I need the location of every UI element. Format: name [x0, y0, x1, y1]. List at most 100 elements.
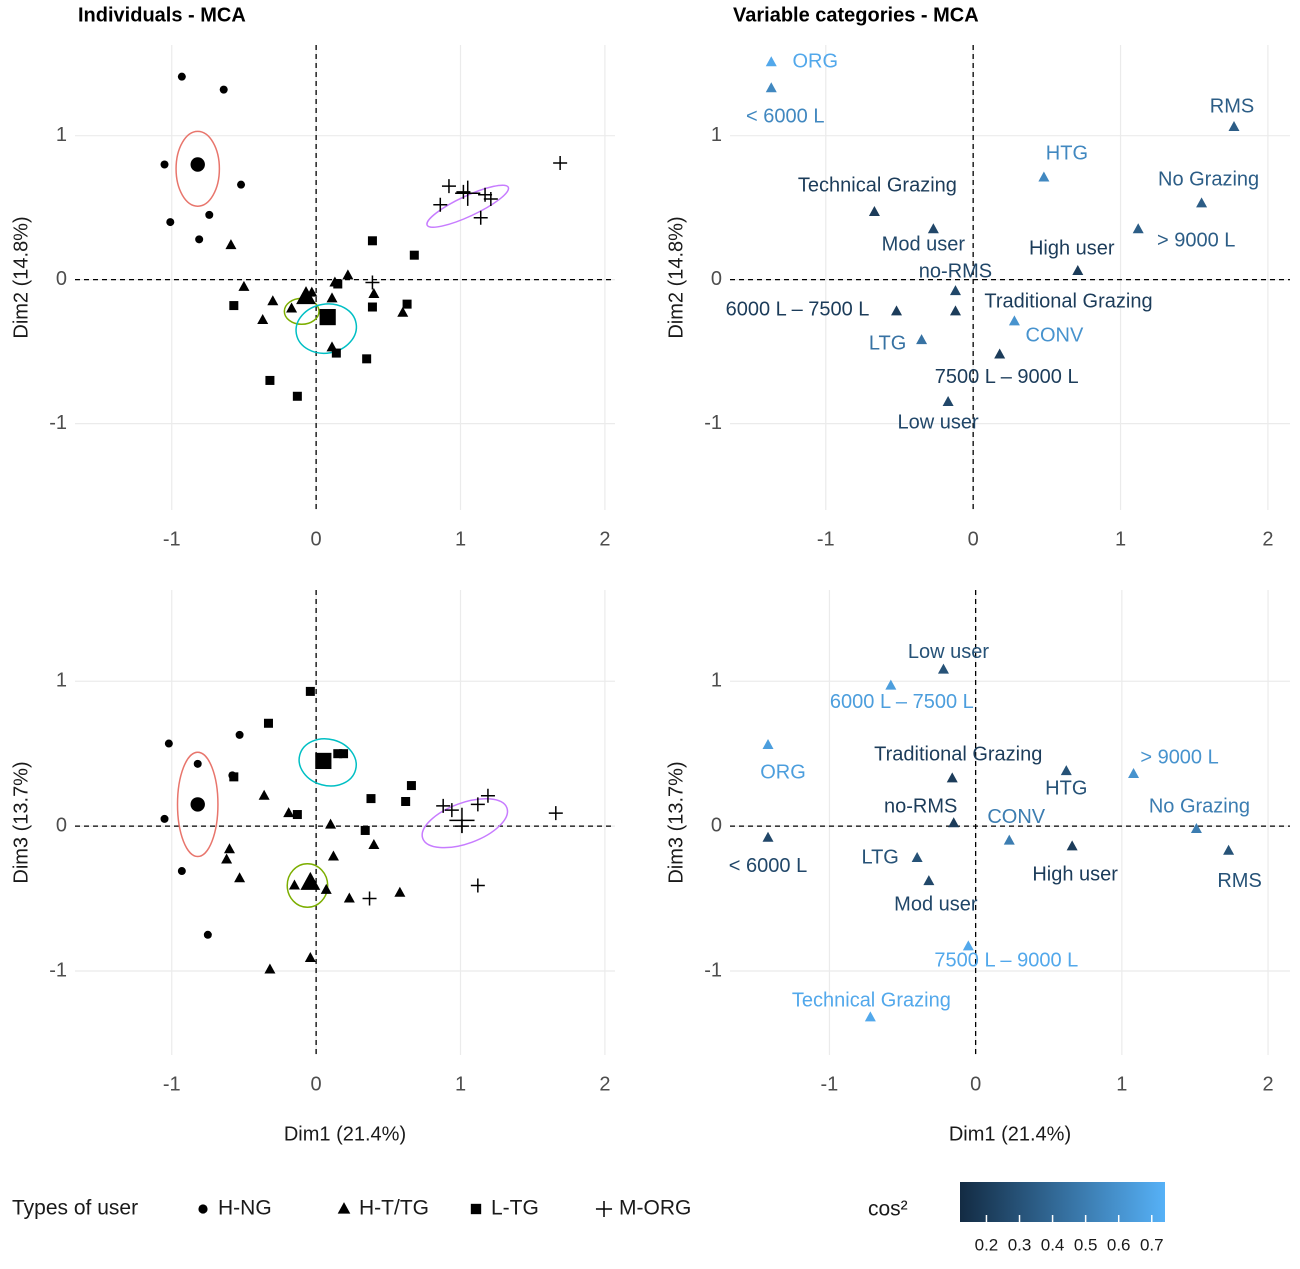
point [229, 772, 239, 782]
point [483, 192, 498, 207]
x-tick-label: -1 [163, 1073, 181, 1095]
point [368, 288, 380, 299]
legend-label: H-NG [218, 1197, 272, 1220]
category-point [1008, 315, 1020, 326]
x-tick-label: 2 [599, 1073, 610, 1095]
colorbar-title: cos² [868, 1198, 908, 1221]
category-label: 7500 L – 9000 L [935, 366, 1079, 388]
category-point [942, 396, 954, 407]
point [326, 292, 338, 303]
colorbar-tick-label: 0.5 [1074, 1235, 1098, 1254]
category-label: Mod user [882, 234, 966, 256]
point [292, 810, 302, 820]
point [195, 235, 204, 244]
x-tick-label: 0 [970, 1073, 981, 1095]
point [225, 239, 237, 250]
point [362, 354, 372, 364]
category-label: ORG [792, 51, 838, 73]
point [292, 391, 302, 401]
category-label: < 6000 L [746, 105, 824, 127]
group-centroid [455, 180, 481, 206]
point [305, 686, 315, 696]
x-tick-label: -1 [821, 1073, 839, 1095]
legend-label: L-TG [491, 1197, 539, 1220]
legend-title: Types of user [12, 1197, 138, 1220]
point [331, 348, 341, 358]
category-point [949, 285, 961, 296]
x-tick-label: 1 [455, 528, 466, 550]
category-point [1038, 171, 1050, 182]
y-axis-label: Dim2 (14.8%) [10, 216, 32, 338]
point [402, 299, 412, 309]
category-label: ORG [760, 761, 806, 783]
confidence-ellipse [175, 130, 221, 207]
legend-symbol [337, 1202, 351, 1214]
point [229, 301, 239, 311]
point [553, 156, 568, 171]
point [238, 280, 250, 291]
point [304, 951, 316, 962]
category-point [1223, 844, 1235, 855]
y-tick-label: 1 [711, 670, 722, 692]
category-point [946, 772, 958, 783]
point [205, 210, 214, 219]
point [288, 879, 300, 890]
point [237, 180, 246, 189]
colorbar-tick-label: 0.2 [975, 1235, 999, 1254]
category-label: > 9000 L [1157, 230, 1235, 252]
x-tick-label: 1 [1116, 1073, 1127, 1095]
point [320, 883, 332, 894]
y-tick-label: -1 [49, 412, 67, 434]
category-label: RMS [1210, 95, 1254, 117]
point [436, 798, 451, 813]
y-tick-label: 0 [56, 814, 67, 836]
point [406, 781, 416, 791]
point [360, 825, 370, 835]
category-label: High user [1029, 237, 1115, 259]
category-label: CONV [1026, 325, 1084, 347]
point [221, 853, 233, 864]
colorbar-tick-label: 0.4 [1041, 1235, 1065, 1254]
point [401, 796, 411, 806]
category-point [948, 817, 960, 828]
point [286, 302, 298, 313]
point [160, 160, 169, 169]
point [333, 749, 343, 759]
point [362, 891, 377, 906]
category-label: 6000 L – 7500 L [830, 691, 974, 713]
category-label: no-RMS [919, 260, 992, 282]
category-point [1228, 121, 1240, 132]
y-tick-label: 0 [711, 814, 722, 836]
point [339, 749, 349, 759]
group-centroid [190, 157, 205, 172]
category-label: HTG [1045, 777, 1087, 799]
point [342, 269, 354, 280]
category-label: Technical Grazing [798, 174, 957, 196]
colorbar-tick-label: 0.6 [1107, 1235, 1131, 1254]
category-point [962, 940, 974, 951]
point [480, 788, 495, 803]
category-point [1128, 767, 1140, 778]
category-label: < 6000 L [729, 855, 807, 877]
category-point [1196, 197, 1208, 208]
category-point [762, 739, 774, 749]
point [470, 797, 485, 812]
group-centroid [319, 308, 336, 326]
point [193, 759, 202, 768]
category-point [927, 223, 939, 234]
point [365, 275, 380, 290]
category-point [916, 334, 928, 345]
x-tick-label: 2 [1263, 1073, 1274, 1095]
category-label: Technical Grazing [792, 990, 951, 1012]
category-point [923, 875, 935, 886]
category-label: HTG [1046, 143, 1088, 165]
legend-label: M-ORG [619, 1197, 691, 1220]
category-label: LTG [869, 332, 906, 354]
category-point [1190, 823, 1202, 834]
legend-symbol [595, 1200, 613, 1218]
category-label: CONV [987, 806, 1045, 828]
point [367, 236, 377, 246]
confidence-ellipse [421, 798, 509, 849]
